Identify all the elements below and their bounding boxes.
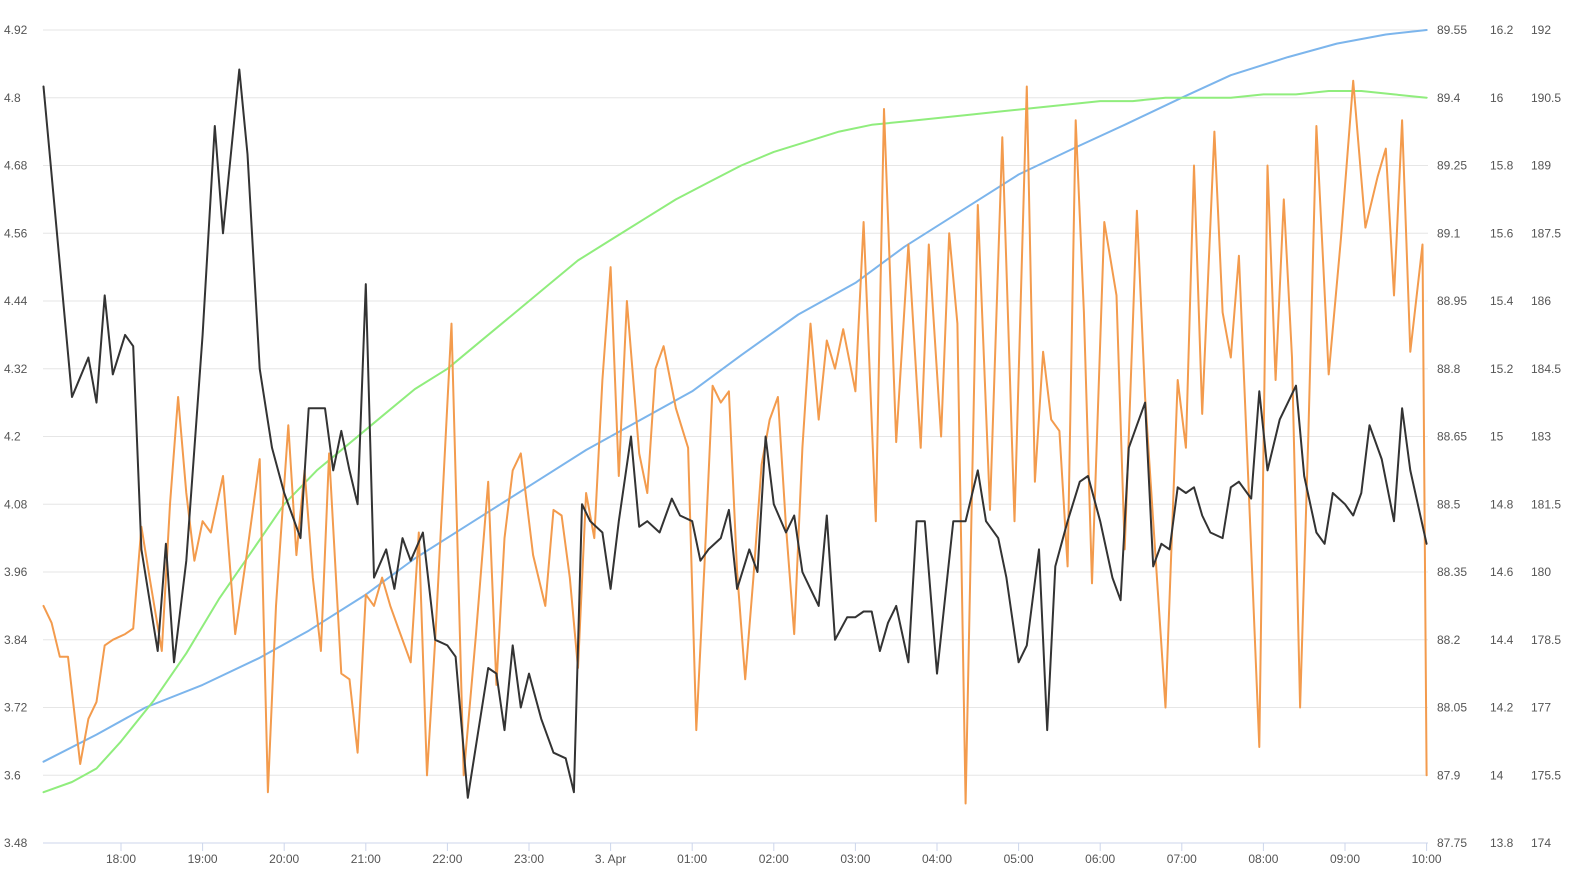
y-right-2-tick-label: 15.6: [1490, 226, 1514, 240]
y-right-3-tick-label: 190.5: [1531, 91, 1561, 105]
series-line-3: [42, 90, 1428, 794]
x-tick-label: 22:00: [432, 852, 462, 866]
y-right-1-tick-label: 89.55: [1437, 23, 1467, 37]
y-right-3-tick-label: 192: [1531, 23, 1551, 37]
y-right-3-tick-label: 183: [1531, 430, 1551, 444]
y-right-3-tick-label: 178.5: [1531, 633, 1561, 647]
y-left-tick-label: 4.44: [4, 294, 28, 308]
y-left-tick-label: 4.32: [4, 362, 28, 376]
series-line-2: [42, 29, 1428, 763]
y-right-1-tick-label: 88.05: [1437, 701, 1467, 715]
y-left-tick-label: 3.48: [4, 836, 28, 850]
y-left-tick-label: 4.8: [4, 91, 21, 105]
y-right-2-tick-label: 13.8: [1490, 836, 1514, 850]
x-tick-label: 01:00: [677, 852, 707, 866]
y-right-2-tick-label: 14.4: [1490, 633, 1514, 647]
y-right-3-tick-label: 177: [1531, 701, 1551, 715]
x-tick-label: 04:00: [922, 852, 952, 866]
y-axis-left: 3.48 3.6 3.72 3.84 3.96 4.08 4.2 4.32 4.44 4.56 4.…: [4, 23, 28, 850]
x-tick-label: 03:00: [840, 852, 870, 866]
y-axis-right-3: 174 175.5 177 178.5 180 181.5 183 184.5 186 187.5…: [1531, 23, 1561, 850]
y-right-3-tick-label: 184.5: [1531, 362, 1561, 376]
y-right-1-tick-label: 88.2: [1437, 633, 1461, 647]
y-left-tick-label: 4.2: [4, 430, 21, 444]
y-right-2-tick-label: 16.2: [1490, 23, 1514, 37]
y-left-tick-label: 4.68: [4, 159, 28, 173]
series-line-0: [42, 68, 1428, 799]
y-right-2-tick-label: 15.4: [1490, 294, 1514, 308]
x-tick-label: 23:00: [514, 852, 544, 866]
y-right-1-tick-label: 89.25: [1437, 159, 1467, 173]
x-tick-label: 10:00: [1412, 852, 1442, 866]
y-left-tick-label: 3.96: [4, 565, 28, 579]
y-axis-right-2: 13.8 14 14.2 14.4 14.6 14.8 15 15.2 15.4 15.6 15.8…: [1490, 23, 1514, 850]
x-tick-label: 07:00: [1167, 852, 1197, 866]
series-line-1: [42, 79, 1428, 805]
series-lines: [42, 29, 1428, 805]
x-tick-label: 19:00: [188, 852, 218, 866]
y-right-3-tick-label: 181.5: [1531, 497, 1561, 511]
y-left-tick-label: 3.72: [4, 701, 28, 715]
y-right-3-tick-label: 175.5: [1531, 768, 1561, 782]
y-right-1-tick-label: 88.35: [1437, 565, 1467, 579]
y-right-1-tick-label: 88.5: [1437, 497, 1461, 511]
x-tick-label: 20:00: [269, 852, 299, 866]
y-right-3-tick-label: 180: [1531, 565, 1551, 579]
y-right-2-tick-label: 15.2: [1490, 362, 1514, 376]
grid-lines: [43, 29, 1428, 776]
x-axis: 18:00 19:00 20:00 21:00 22:00 23:00 3. Apr 01:0…: [43, 842, 1442, 866]
y-right-3-tick-label: 187.5: [1531, 226, 1561, 240]
y-right-3-tick-label: 189: [1531, 159, 1551, 173]
x-tick-label: 3. Apr: [595, 852, 626, 866]
y-right-1-tick-label: 88.8: [1437, 362, 1461, 376]
y-right-1-tick-label: 88.65: [1437, 430, 1467, 444]
x-tick-label: 06:00: [1085, 852, 1115, 866]
y-axis-right-1: 87.75 87.9 88.05 88.2 88.35 88.5 88.65 88.8 88.9…: [1437, 23, 1467, 850]
y-left-tick-label: 4.56: [4, 226, 28, 240]
y-right-2-tick-label: 14.2: [1490, 701, 1514, 715]
x-tick-label: 05:00: [1004, 852, 1034, 866]
y-right-1-tick-label: 89.1: [1437, 226, 1461, 240]
x-tick-label: 18:00: [106, 852, 136, 866]
y-left-tick-label: 3.84: [4, 633, 28, 647]
y-right-3-tick-label: 186: [1531, 294, 1551, 308]
y-right-2-tick-label: 14.8: [1490, 497, 1514, 511]
y-right-3-tick-label: 174: [1531, 836, 1551, 850]
y-left-tick-label: 3.6: [4, 768, 21, 782]
y-left-tick-label: 4.08: [4, 497, 28, 511]
y-right-1-tick-label: 89.4: [1437, 91, 1461, 105]
y-right-1-tick-label: 87.9: [1437, 768, 1461, 782]
y-right-2-tick-label: 14.6: [1490, 565, 1514, 579]
y-right-2-tick-label: 15.8: [1490, 159, 1514, 173]
x-tick-label: 08:00: [1248, 852, 1278, 866]
y-right-1-tick-label: 87.75: [1437, 836, 1467, 850]
y-left-tick-label: 4.92: [4, 23, 28, 37]
y-right-2-tick-label: 14: [1490, 768, 1504, 782]
x-tick-label: 02:00: [759, 852, 789, 866]
x-tick-label: 09:00: [1330, 852, 1360, 866]
y-right-2-tick-label: 16: [1490, 91, 1504, 105]
x-tick-label: 21:00: [351, 852, 381, 866]
y-right-2-tick-label: 15: [1490, 430, 1504, 444]
y-right-1-tick-label: 88.95: [1437, 294, 1467, 308]
